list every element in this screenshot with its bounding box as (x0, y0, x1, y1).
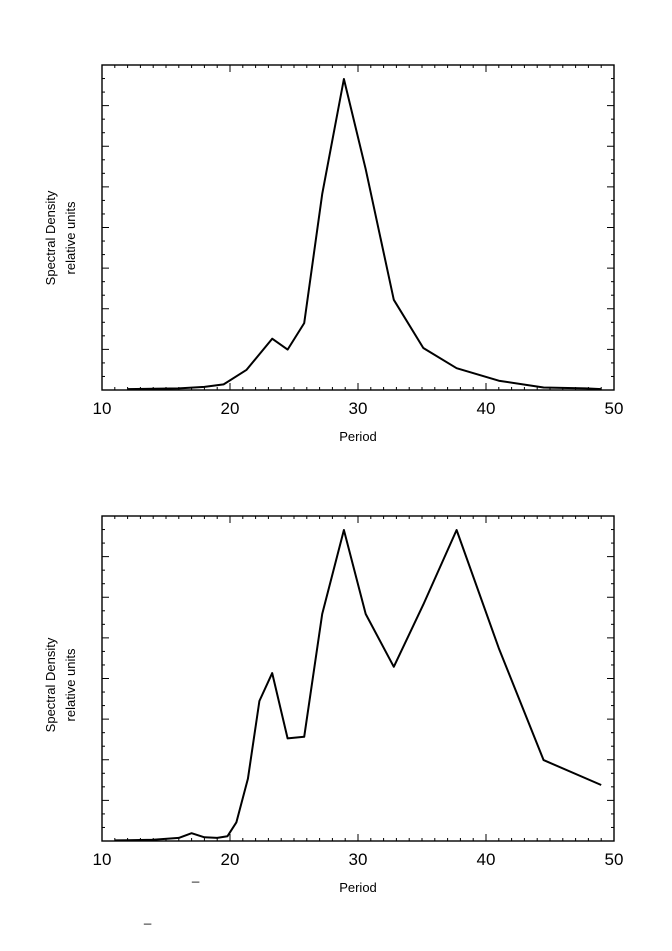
y-axis-units: relative units (63, 201, 78, 274)
chart-panel-top: 10 20 30 40 50 Period Spectral Density r… (43, 64, 624, 444)
tick-marks (101, 64, 615, 391)
x-tick-label: 30 (349, 399, 368, 418)
plot-frame (101, 64, 615, 391)
chart-panel-bottom: 10 20 30 40 50 Period Spectral Density r… (43, 515, 624, 895)
stray-mark: _ (191, 868, 200, 883)
x-tick-label: 50 (605, 399, 624, 418)
x-tick-label: 20 (221, 850, 240, 869)
y-axis-title: Spectral Density (43, 637, 58, 732)
x-tick-labels: 10 20 30 40 50 (93, 399, 624, 418)
x-tick-label: 50 (605, 850, 624, 869)
y-axis-units: relative units (63, 648, 78, 721)
x-axis-title: Period (339, 429, 377, 444)
x-tick-labels: 10 20 30 40 50 (93, 850, 624, 869)
x-tick-label: 30 (349, 850, 368, 869)
x-tick-label: 10 (93, 399, 112, 418)
tick-marks (101, 515, 615, 842)
x-tick-label: 40 (477, 399, 496, 418)
plot-frame (101, 515, 615, 842)
series-line (127, 78, 602, 391)
y-axis-title: Spectral Density (43, 190, 58, 285)
series-line (114, 529, 602, 842)
x-tick-label: 10 (93, 850, 112, 869)
x-tick-label: 20 (221, 399, 240, 418)
x-axis-title: Period (339, 880, 377, 895)
x-tick-label: 40 (477, 850, 496, 869)
stray-mark: _ (143, 910, 152, 925)
